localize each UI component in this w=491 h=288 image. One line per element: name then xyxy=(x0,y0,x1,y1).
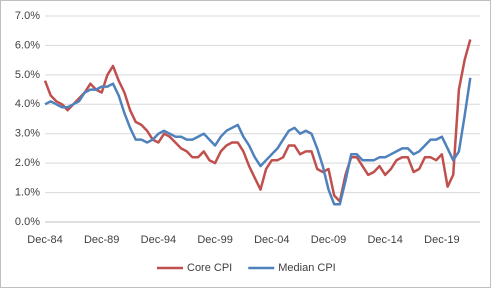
legend-label: Core CPI xyxy=(187,262,232,274)
y-tick-label: 7.0% xyxy=(15,10,40,22)
line-series xyxy=(43,39,472,203)
x-tick-label: Dec-04 xyxy=(254,234,289,246)
y-tick-label: 3.0% xyxy=(15,128,40,140)
x-tick-label: Dec-19 xyxy=(424,234,459,246)
x-tick-label: Dec-14 xyxy=(367,234,402,246)
y-tick-label: 5.0% xyxy=(15,69,40,81)
y-tick-label: 0.0% xyxy=(15,216,40,228)
y-tick-label: 1.0% xyxy=(15,186,40,198)
y-tick-label: 6.0% xyxy=(15,39,40,51)
x-tick-label: Dec-09 xyxy=(311,234,346,246)
legend-label: Median CPI xyxy=(278,262,335,274)
x-tick-label: Dec-89 xyxy=(84,234,119,246)
x-tick-label: Dec-84 xyxy=(27,234,62,246)
y-tick-label: 2.0% xyxy=(15,157,40,169)
y-tick-label: 4.0% xyxy=(15,98,40,110)
line-series xyxy=(44,77,472,206)
x-tick-label: Dec-94 xyxy=(141,234,176,246)
x-tick-label: Dec-99 xyxy=(197,234,232,246)
